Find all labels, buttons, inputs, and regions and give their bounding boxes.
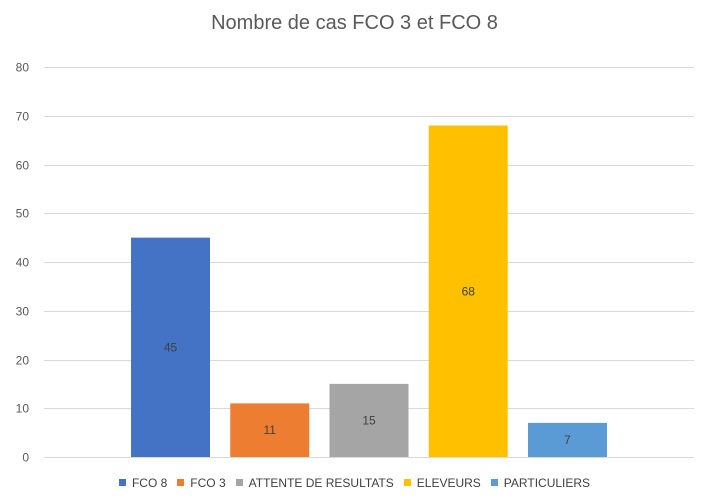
data-labels: 45 11 15 68 7 (164, 284, 571, 447)
chart-title: Nombre de cas FCO 3 et FCO 8 (211, 12, 498, 34)
legend-label: ATTENTE DE RESULTATS (248, 476, 394, 490)
legend-swatch (490, 479, 498, 486)
bar-3 (329, 383, 409, 457)
y-tick-label: 30 (16, 305, 30, 319)
y-tick-label: 50 (16, 207, 30, 221)
y-tick-label: 10 (16, 402, 30, 416)
legend-label: FCO 8 (131, 476, 168, 490)
data-label: 45 (164, 340, 178, 354)
legend-item: PARTICULIERS (490, 476, 591, 490)
legend-item: FCO 8 (118, 476, 168, 490)
y-tick-label: 20 (16, 354, 30, 368)
legend-swatch (118, 479, 126, 486)
legend-item: ELEVEURS (403, 476, 481, 490)
legend-label: FCO 3 (190, 476, 226, 490)
legend: FCO 8 FCO 3 ATTENTE DE RESULTATS ELEVEURS PA… (0, 476, 709, 490)
legend-swatch (177, 479, 185, 486)
data-label: 68 (462, 284, 476, 298)
bars (131, 125, 607, 457)
y-tick-label: 40 (16, 256, 30, 270)
legend-label: ELEVEURS (416, 476, 481, 490)
bar-1 (131, 237, 210, 457)
legend-item: ATTENTE DE RESULTATS (235, 476, 394, 490)
y-tick-label: 70 (16, 110, 30, 124)
y-axis-ticks: 0 10 20 30 40 50 60 70 80 (16, 61, 30, 465)
bar-2 (230, 403, 310, 457)
data-label: 15 (362, 413, 376, 427)
data-label: 7 (564, 433, 571, 447)
legend-swatch (403, 479, 411, 486)
y-tick-label: 60 (16, 159, 30, 173)
bar-4 (428, 125, 508, 457)
y-tick-label: 0 (22, 451, 29, 465)
bar-5 (528, 422, 607, 457)
legend-item: FCO 3 (177, 476, 226, 490)
data-label: 11 (264, 423, 277, 437)
y-tick-label: 80 (16, 61, 30, 75)
legend-label: PARTICULIERS (503, 476, 591, 490)
legend-swatch (235, 479, 243, 486)
